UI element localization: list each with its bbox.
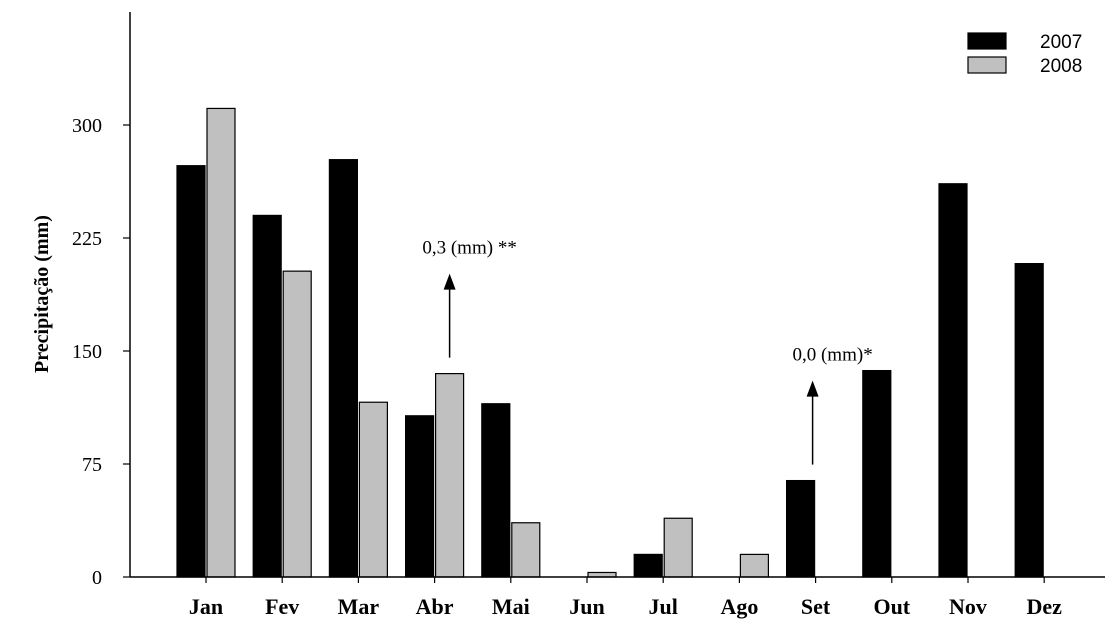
x-tick-label-out: Out [873, 594, 910, 619]
bars-group [176, 107, 1044, 578]
y-tick-label-300: 300 [72, 115, 102, 137]
bar-2008-jan [206, 107, 236, 578]
bar-2007-fev [252, 214, 282, 578]
legend-swatch-2008 [967, 56, 1007, 74]
bar-2008-fev [282, 270, 312, 578]
bar-2007-set [785, 479, 816, 578]
x-tick-label-nov: Nov [949, 594, 987, 619]
y-tick-label-225: 225 [72, 228, 102, 250]
x-tick-label-ago: Ago [720, 594, 758, 619]
bar-2008-abr [435, 373, 465, 578]
bar-2008-mar [358, 401, 388, 578]
annotation-arrow-head [806, 380, 819, 397]
x-tick-label-jul: Jul [649, 594, 678, 619]
bar-2007-mar [328, 159, 358, 578]
annotations-group: 0,3 (mm) ** 0,0 (mm)* [422, 238, 873, 465]
legend: 2007 2008 [967, 32, 1082, 77]
bar-2007-jul [633, 553, 663, 578]
bar-2008-mai [511, 522, 541, 578]
x-tick-label-fev: Fev [265, 594, 299, 619]
x-tick-label-mai: Mai [492, 594, 530, 619]
x-tick-label-mar: Mar [338, 594, 380, 619]
x-tick-label-jun: Jun [569, 594, 604, 619]
x-tick-label-set: Set [801, 594, 831, 619]
bar-2007-abr [405, 415, 435, 578]
legend-swatch-2007 [967, 32, 1007, 50]
x-ticks-group: Jan Fev Mar Abr Mai Jun Jul Ago Set Out Nov Dez [189, 577, 1062, 619]
bar-2007-nov [938, 183, 968, 578]
y-axis-label: Precipitação (mm) [31, 215, 53, 373]
y-ticks-group: 0 75 150 225 300 [72, 115, 130, 589]
x-tick-label-dez: Dez [1026, 594, 1062, 619]
annotation-label: 0,0 (mm)* [792, 345, 872, 366]
y-tick-label-75: 75 [82, 454, 102, 476]
bar-2007-dez [1014, 263, 1044, 578]
bar-2007-jan [176, 165, 206, 578]
legend-label-2007: 2007 [1040, 32, 1082, 53]
annotation-label: 0,3 (mm) ** [422, 238, 516, 259]
legend-label-2008: 2008 [1040, 56, 1082, 77]
axes-group [129, 12, 1105, 578]
bar-2008-ago [739, 553, 770, 578]
x-tick-label-abr: Abr [416, 594, 454, 619]
y-tick-label-0: 0 [92, 567, 102, 589]
bar-2007-mai [481, 403, 511, 578]
annotation-arrow-head [443, 273, 456, 290]
bar-2008-jul [663, 517, 693, 578]
bar-2007-out [862, 369, 892, 578]
x-tick-label-jan: Jan [189, 594, 223, 619]
y-tick-label-150: 150 [72, 341, 102, 363]
